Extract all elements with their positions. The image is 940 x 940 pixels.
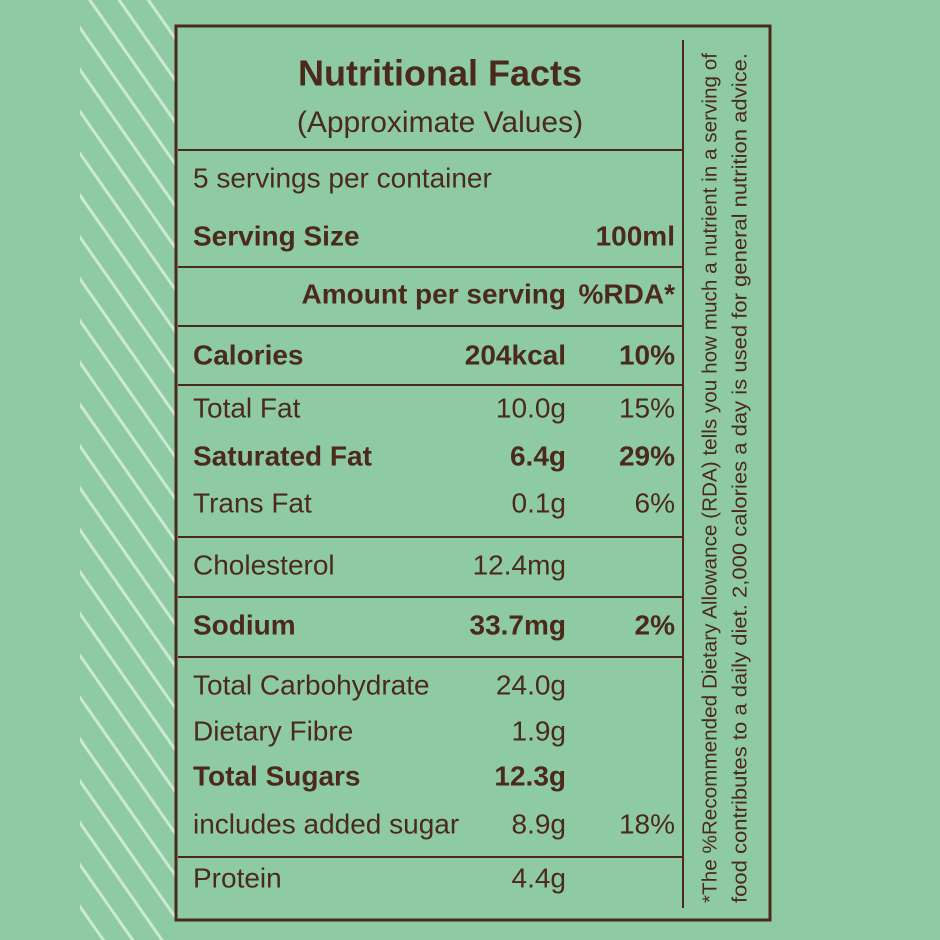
nutrient-name: Total Sugars <box>193 760 361 791</box>
nutrient-name: Calories <box>193 339 304 370</box>
nutrient-amount: 8.9g <box>512 808 567 839</box>
nutrient-name: Cholesterol <box>193 549 335 580</box>
nutrient-rda: 29% <box>619 440 675 471</box>
servings: 5 servings per container <box>193 162 492 193</box>
nutrient-amount: 12.4mg <box>473 549 566 580</box>
footnote-line: food contributes to a daily diet. 2,000 … <box>729 53 751 903</box>
nutrient-amount: 0.1g <box>512 487 567 518</box>
nutrient-name: Total Carbohydrate <box>193 669 430 700</box>
rda-header: %RDA* <box>579 278 676 309</box>
nutrient-amount: 24.0g <box>496 669 566 700</box>
nutrient-rda: 2% <box>635 609 676 640</box>
subtitle: (Approximate Values) <box>297 106 583 139</box>
footnote-line: *The %Recommended Dietary Allowance (RDA… <box>699 53 721 903</box>
title: Nutritional Facts <box>298 53 582 94</box>
nutrient-name: Trans Fat <box>193 487 312 518</box>
nutrient-rda: 6% <box>635 487 675 518</box>
nutrient-amount: 1.9g <box>512 715 567 746</box>
nutrient-name: Dietary Fibre <box>193 715 353 746</box>
nutrient-name: Sodium <box>193 609 296 640</box>
nutrient-name: Saturated Fat <box>193 440 372 471</box>
nutrient-name: Protein <box>193 862 282 893</box>
amount-header: Amount per serving <box>302 278 566 309</box>
nutrient-name: includes added sugar <box>193 808 459 839</box>
nutrient-rda: 18% <box>619 808 675 839</box>
stripes <box>80 0 175 940</box>
nutrient-name: Total Fat <box>193 392 301 423</box>
nutrient-amount: 33.7mg <box>470 609 567 640</box>
nutrient-amount: 204kcal <box>465 339 566 370</box>
label-border <box>174 24 772 922</box>
serving-size-label: Serving Size <box>193 220 360 251</box>
nutrient-amount: 12.3g <box>494 760 566 791</box>
nutrient-amount: 10.0g <box>496 392 566 423</box>
nutrient-rda: 10% <box>619 339 675 370</box>
nutrient-amount: 4.4g <box>512 862 567 893</box>
nutrient-rows: Calories 204kcal 10% Total Fat 10.0g 15% Satur… <box>178 339 683 893</box>
nutrient-amount: 6.4g <box>510 440 566 471</box>
footnote: *The %Recommended Dietary Allowance (RDA… <box>699 53 751 903</box>
nutrient-rda: 15% <box>619 392 675 423</box>
serving-size-value: 100ml <box>596 220 675 251</box>
